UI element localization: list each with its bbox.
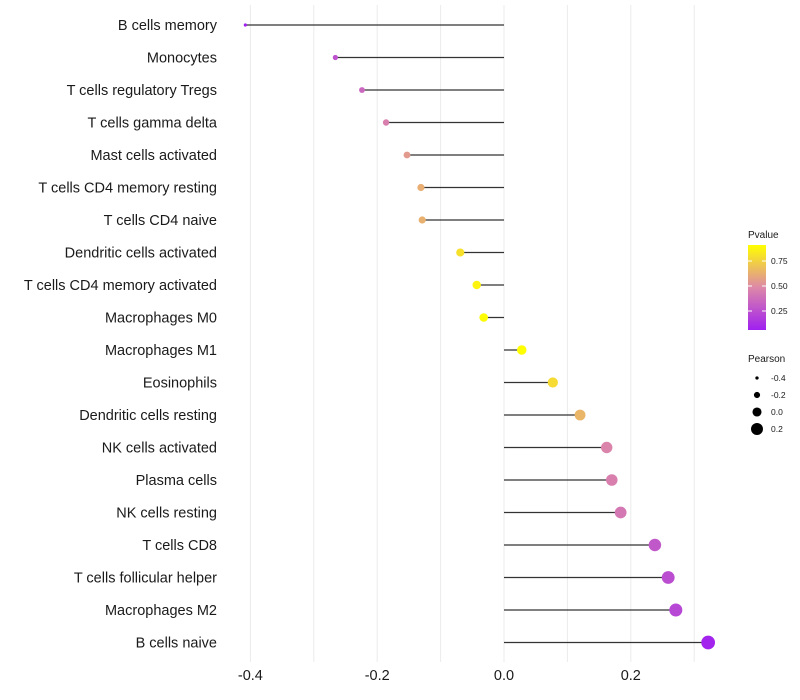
x-tick-label: -0.2: [365, 668, 390, 684]
colorbar-tick-label: 0.75: [771, 256, 788, 266]
size-key-label: -0.4: [771, 373, 786, 383]
x-tick-label: 0.0: [494, 668, 514, 684]
dot: [359, 87, 365, 93]
dot: [332, 54, 338, 61]
colorbar-tick-label: 0.25: [771, 306, 788, 316]
dot: [382, 119, 390, 126]
dot: [614, 506, 627, 519]
size-key-label: -0.2: [771, 390, 786, 400]
y-label: T cells regulatory Tregs: [67, 83, 217, 99]
dot: [418, 216, 426, 224]
y-label: Dendritic cells resting: [79, 408, 217, 424]
dots: [243, 23, 716, 650]
x-axis-ticks: -0.4 -0.2 0.0 0.2: [238, 668, 641, 684]
dot: [479, 313, 489, 322]
y-label: NK cells activated: [102, 441, 217, 457]
dot: [701, 635, 716, 650]
dot: [574, 409, 586, 421]
dot: [417, 183, 425, 192]
y-label: Plasma cells: [136, 473, 217, 489]
size-key: [753, 391, 761, 399]
size-key-label: 0.2: [771, 424, 783, 434]
dot: [456, 248, 465, 257]
x-tick-label: -0.4: [238, 668, 263, 684]
size-key-label: 0.0: [771, 407, 783, 417]
colorbar: [748, 245, 766, 330]
y-label: Mast cells activated: [90, 148, 217, 164]
dot: [517, 345, 527, 355]
dot: [648, 538, 662, 552]
y-label: Monocytes: [147, 51, 217, 67]
dot: [243, 23, 247, 27]
stems: [245, 24, 709, 644]
x-tick-label: 0.2: [621, 668, 641, 684]
y-label: T cells CD8: [142, 538, 217, 554]
y-label: T cells follicular helper: [74, 571, 217, 587]
size-key: [755, 376, 759, 380]
y-label: Macrophages M0: [105, 311, 217, 327]
dot: [669, 603, 683, 617]
dot: [547, 377, 558, 388]
dot: [600, 441, 613, 454]
legend-pvalue: Pvalue 0.25 0.50 0.75: [748, 230, 788, 330]
dot: [403, 151, 411, 159]
size-key: [752, 407, 762, 417]
y-label: Macrophages M2: [105, 603, 217, 619]
y-label: T cells CD4 memory resting: [38, 181, 217, 197]
dot: [606, 474, 618, 486]
size-key: [751, 423, 763, 435]
y-label: T cells CD4 memory activated: [24, 278, 217, 294]
y-label: T cells CD4 naive: [104, 213, 217, 229]
y-label: NK cells resting: [116, 506, 217, 522]
dot: [472, 280, 481, 290]
y-label: T cells gamma delta: [88, 116, 218, 132]
legend-pearson: Pearson -0.4 -0.2 0.0 0.2: [748, 354, 786, 435]
grid-lines: [249, 5, 695, 662]
y-label: B cells memory: [118, 18, 218, 34]
y-label: B cells naive: [136, 636, 217, 652]
dot: [661, 571, 675, 584]
legend-pearson-title: Pearson: [748, 354, 785, 365]
colorbar-tick-label: 0.50: [771, 281, 788, 291]
y-label: Macrophages M1: [105, 343, 217, 359]
y-axis-labels: B cells memory Monocytes T cells regulator…: [24, 18, 218, 652]
y-label: Dendritic cells activated: [65, 246, 217, 262]
legend-pvalue-title: Pvalue: [748, 230, 779, 241]
y-label: Eosinophils: [143, 376, 217, 392]
